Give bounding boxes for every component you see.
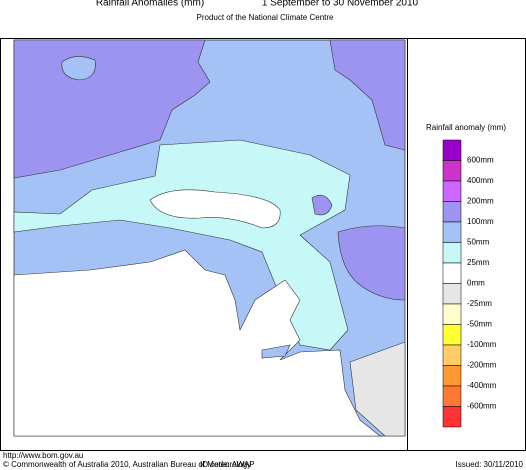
legend-swatch [442, 139, 462, 161]
island [261, 344, 291, 359]
period: 1 September to 30 November 2010 [262, 0, 419, 9]
region [13, 39, 211, 179]
legend-label: -200mm [467, 361, 497, 370]
legend: 600mm 400mm 200mm 100mm 50mm 25mm 0mm -25mm -50m… [442, 139, 497, 428]
legend-swatch [442, 283, 462, 305]
url: http://www.bom.gov.au [3, 451, 83, 460]
legend-label: -400mm [467, 381, 497, 390]
legend-swatch [442, 242, 462, 264]
legend-label: 50mm [467, 238, 490, 247]
legend-label: -50mm [467, 320, 492, 329]
legend-label: 25mm [467, 258, 490, 267]
id-code: ID code: AWAP [200, 460, 255, 469]
legend-swatch [442, 406, 462, 428]
ocean [13, 249, 381, 437]
map [13, 39, 406, 437]
legend-title: Rainfall anomaly (mm) [426, 123, 506, 132]
legend-swatch [442, 324, 462, 346]
legend-swatch [442, 201, 462, 223]
legend-label: 600mm [467, 156, 494, 165]
copyright: © Commonwealth of Australia 2010, Austra… [3, 460, 251, 469]
subtitle: Product of the National Climate Centre [197, 13, 335, 22]
legend-swatch [442, 180, 462, 202]
region [311, 194, 333, 216]
issued: Issued: 30/11/2010 [456, 460, 524, 469]
legend-label: -25mm [467, 299, 492, 308]
legend-swatch [442, 262, 462, 284]
region [149, 189, 281, 229]
region [13, 139, 351, 351]
legend-label: 400mm [467, 176, 494, 185]
legend-swatch [442, 344, 462, 366]
region [337, 225, 406, 301]
legend-label: 0mm [467, 279, 485, 288]
legend-label: 100mm [467, 217, 494, 226]
region [329, 39, 406, 151]
legend-label: -600mm [467, 402, 497, 411]
region [349, 341, 406, 437]
legend-swatch [442, 160, 462, 182]
legend-swatch [442, 365, 462, 387]
legend-label: 200mm [467, 197, 494, 206]
title: Rainfall Anomalies (mm) [96, 0, 204, 9]
legend-label: -100mm [467, 340, 497, 349]
region [61, 56, 96, 81]
legend-swatch [442, 303, 462, 325]
legend-swatch [442, 221, 462, 243]
legend-swatch [442, 385, 462, 407]
